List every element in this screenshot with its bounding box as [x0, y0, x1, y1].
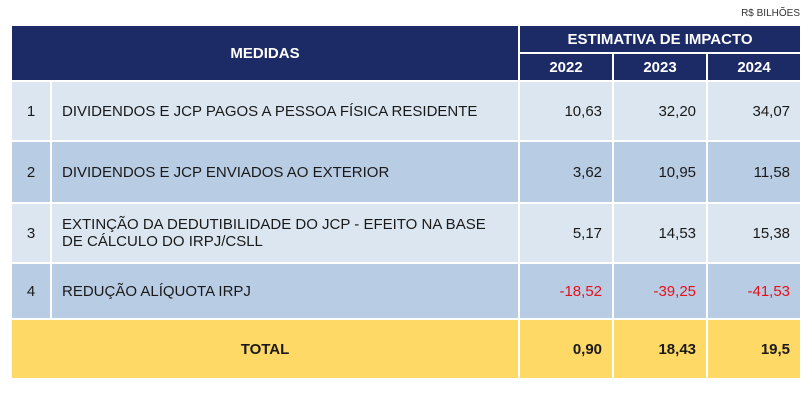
impact-value: 11,58: [706, 140, 803, 204]
impact-value: 5,17: [518, 202, 615, 264]
year-header: 2022: [518, 52, 615, 82]
impact-value: -41,53: [706, 262, 803, 320]
year-header: 2023: [612, 52, 709, 82]
measure: REDUÇÃO ALÍQUOTA IRPJ: [49, 262, 521, 320]
total-label: TOTAL: [9, 318, 521, 380]
total-value: 18,43: [612, 318, 709, 380]
row-number: 3: [10, 202, 52, 264]
measure: EXTINÇÃO DA DEDUTIBILIDADE DO JCP - EFEI…: [49, 202, 521, 264]
row-number: 4: [10, 262, 52, 320]
impact-value: 10,95: [612, 140, 709, 204]
header-impact: ESTIMATIVA DE IMPACTO: [518, 24, 803, 54]
impact-value: 3,62: [518, 140, 615, 204]
impact-value: -18,52: [518, 262, 615, 320]
row-number: 2: [10, 140, 52, 204]
impact-value: 32,20: [612, 80, 709, 142]
table-row: 1 DIVIDENDOS E JCP PAGOS A PESSOA FÍSICA …: [10, 80, 803, 142]
table-row: 2 DIVIDENDOS E JCP ENVIADOS AO EXTERIOR 3,…: [10, 140, 803, 204]
impact-value: 10,63: [518, 80, 615, 142]
header-measures: MEDIDAS: [9, 24, 521, 82]
total-value: 19,5: [706, 318, 803, 380]
total-value: 0,90: [518, 318, 615, 380]
table-row: 3 EXTINÇÃO DA DEDUTIBILIDADE DO JCP - EFE…: [10, 202, 803, 264]
measure: DIVIDENDOS E JCP ENVIADOS AO EXTERIOR: [49, 140, 521, 204]
total-row: TOTAL 0,90 18,43 19,5: [9, 318, 803, 380]
impact-table: MEDIDAS ESTIMATIVA DE IMPACTO 2022 2023 20…: [9, 24, 803, 380]
impact-value: 15,38: [706, 202, 803, 264]
row-number: 1: [10, 80, 52, 142]
table-row: 4 REDUÇÃO ALÍQUOTA IRPJ -18,52 -39,25 -41,53: [10, 262, 803, 320]
unit-label: R$ BILHÕES: [741, 8, 800, 19]
year-header: 2024: [706, 52, 803, 82]
impact-value: 14,53: [612, 202, 709, 264]
measure: DIVIDENDOS E JCP PAGOS A PESSOA FÍSICA R…: [49, 80, 521, 142]
impact-value: -39,25: [612, 262, 709, 320]
impact-value: 34,07: [706, 80, 803, 142]
